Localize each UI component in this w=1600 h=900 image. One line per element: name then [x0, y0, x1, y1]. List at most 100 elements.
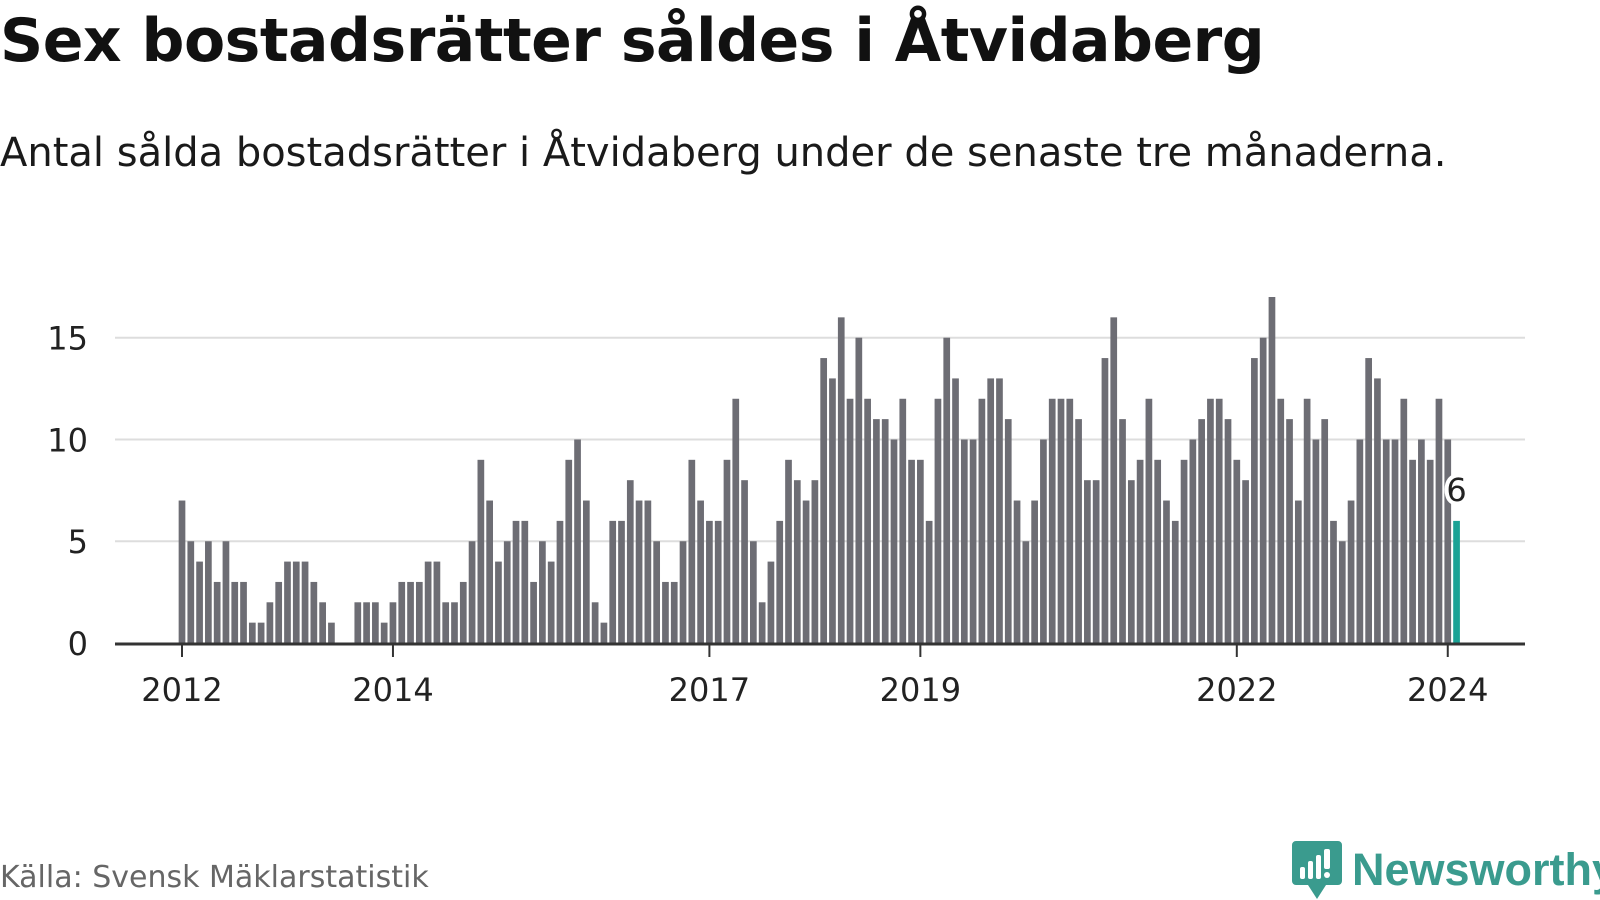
bar — [960, 439, 968, 643]
bar — [1084, 480, 1091, 643]
bar — [1268, 297, 1276, 643]
bar — [626, 480, 634, 643]
bar — [1171, 520, 1179, 643]
bar — [1277, 398, 1285, 643]
bar — [363, 602, 370, 643]
bar — [846, 398, 854, 643]
bar — [442, 602, 450, 643]
bar — [820, 358, 828, 643]
bar-highlight — [1453, 520, 1460, 643]
bars — [178, 297, 1460, 643]
bar — [943, 337, 951, 643]
bar — [688, 459, 696, 643]
x-axis-ticks: 2012 2014 2017 2019 2022 2024 — [141, 643, 1488, 709]
bar — [881, 419, 889, 643]
bar — [600, 622, 608, 643]
bar — [328, 622, 335, 643]
bar — [424, 561, 432, 643]
bar — [1215, 398, 1223, 643]
bar — [292, 561, 300, 643]
x-tick-label: 2012 — [141, 671, 222, 709]
bar — [319, 602, 326, 643]
bar — [407, 581, 414, 643]
bar — [1391, 439, 1399, 643]
x-tick-label: 2024 — [1407, 671, 1488, 709]
bar — [785, 459, 792, 643]
bar — [187, 541, 195, 643]
bar — [275, 581, 283, 643]
x-tick-label: 2019 — [880, 671, 961, 709]
x-tick-label: 2014 — [352, 671, 433, 709]
bar — [486, 500, 493, 643]
bar — [512, 520, 520, 643]
y-tick-label: 0 — [68, 625, 88, 663]
bar — [222, 541, 230, 643]
bar — [1119, 419, 1126, 643]
chart-title: Sex bostadsrätter såldes i Åtvidaberg — [0, 6, 1265, 76]
x-tick-label: 2017 — [669, 671, 750, 709]
bar — [1365, 358, 1372, 643]
bar — [574, 439, 581, 643]
bar — [547, 561, 555, 643]
bar — [205, 541, 212, 643]
source-note: Källa: Svensk Mäklarstatistik — [0, 860, 429, 895]
bar — [750, 541, 757, 643]
bar — [618, 520, 625, 643]
bar — [1101, 358, 1109, 643]
bar — [1259, 337, 1267, 643]
y-tick-label: 5 — [68, 523, 88, 561]
bar — [925, 520, 933, 643]
bar — [565, 459, 573, 643]
bar — [1356, 439, 1364, 643]
bar — [530, 581, 537, 643]
bar — [1347, 500, 1355, 643]
bar — [257, 622, 265, 643]
bar — [415, 581, 423, 643]
bar — [1092, 480, 1100, 643]
bar — [987, 378, 995, 643]
bar — [793, 480, 801, 643]
bar — [1242, 480, 1249, 643]
bar — [644, 500, 652, 643]
newsworthy-logo-icon — [1292, 841, 1342, 899]
bar — [864, 398, 871, 643]
bar — [732, 398, 740, 643]
bar — [451, 602, 458, 643]
bar — [1207, 398, 1214, 643]
bar — [582, 500, 590, 643]
bar — [679, 541, 687, 643]
bar — [837, 317, 845, 643]
bar — [354, 602, 362, 643]
bar — [996, 378, 1003, 643]
highlight-value-label: 6 — [1446, 471, 1466, 509]
bar — [1418, 439, 1425, 643]
chart-subtitle: Antal sålda bostadsrätter i Åtvidaberg u… — [0, 130, 1447, 176]
bar — [1198, 419, 1205, 643]
bar — [1330, 520, 1337, 643]
bar — [741, 480, 748, 643]
bar — [1189, 439, 1197, 643]
bar — [811, 480, 819, 643]
bar — [521, 520, 529, 643]
bar — [556, 520, 564, 643]
bar — [917, 459, 924, 643]
bar — [653, 541, 661, 643]
y-tick-label: 10 — [47, 421, 88, 459]
bar — [723, 459, 731, 643]
bar — [1321, 419, 1329, 643]
bar — [1075, 419, 1082, 643]
bar — [1127, 480, 1135, 643]
bar — [609, 520, 617, 643]
bar — [829, 378, 836, 643]
bar — [1286, 419, 1293, 643]
bar — [635, 500, 643, 643]
highlight-annotation: 6 — [1442, 467, 1470, 513]
bar — [1154, 459, 1162, 643]
bar — [1312, 439, 1320, 643]
bar — [213, 581, 221, 643]
bar — [380, 622, 388, 643]
bar — [301, 561, 309, 643]
bar — [196, 561, 203, 643]
bar — [1251, 358, 1258, 643]
